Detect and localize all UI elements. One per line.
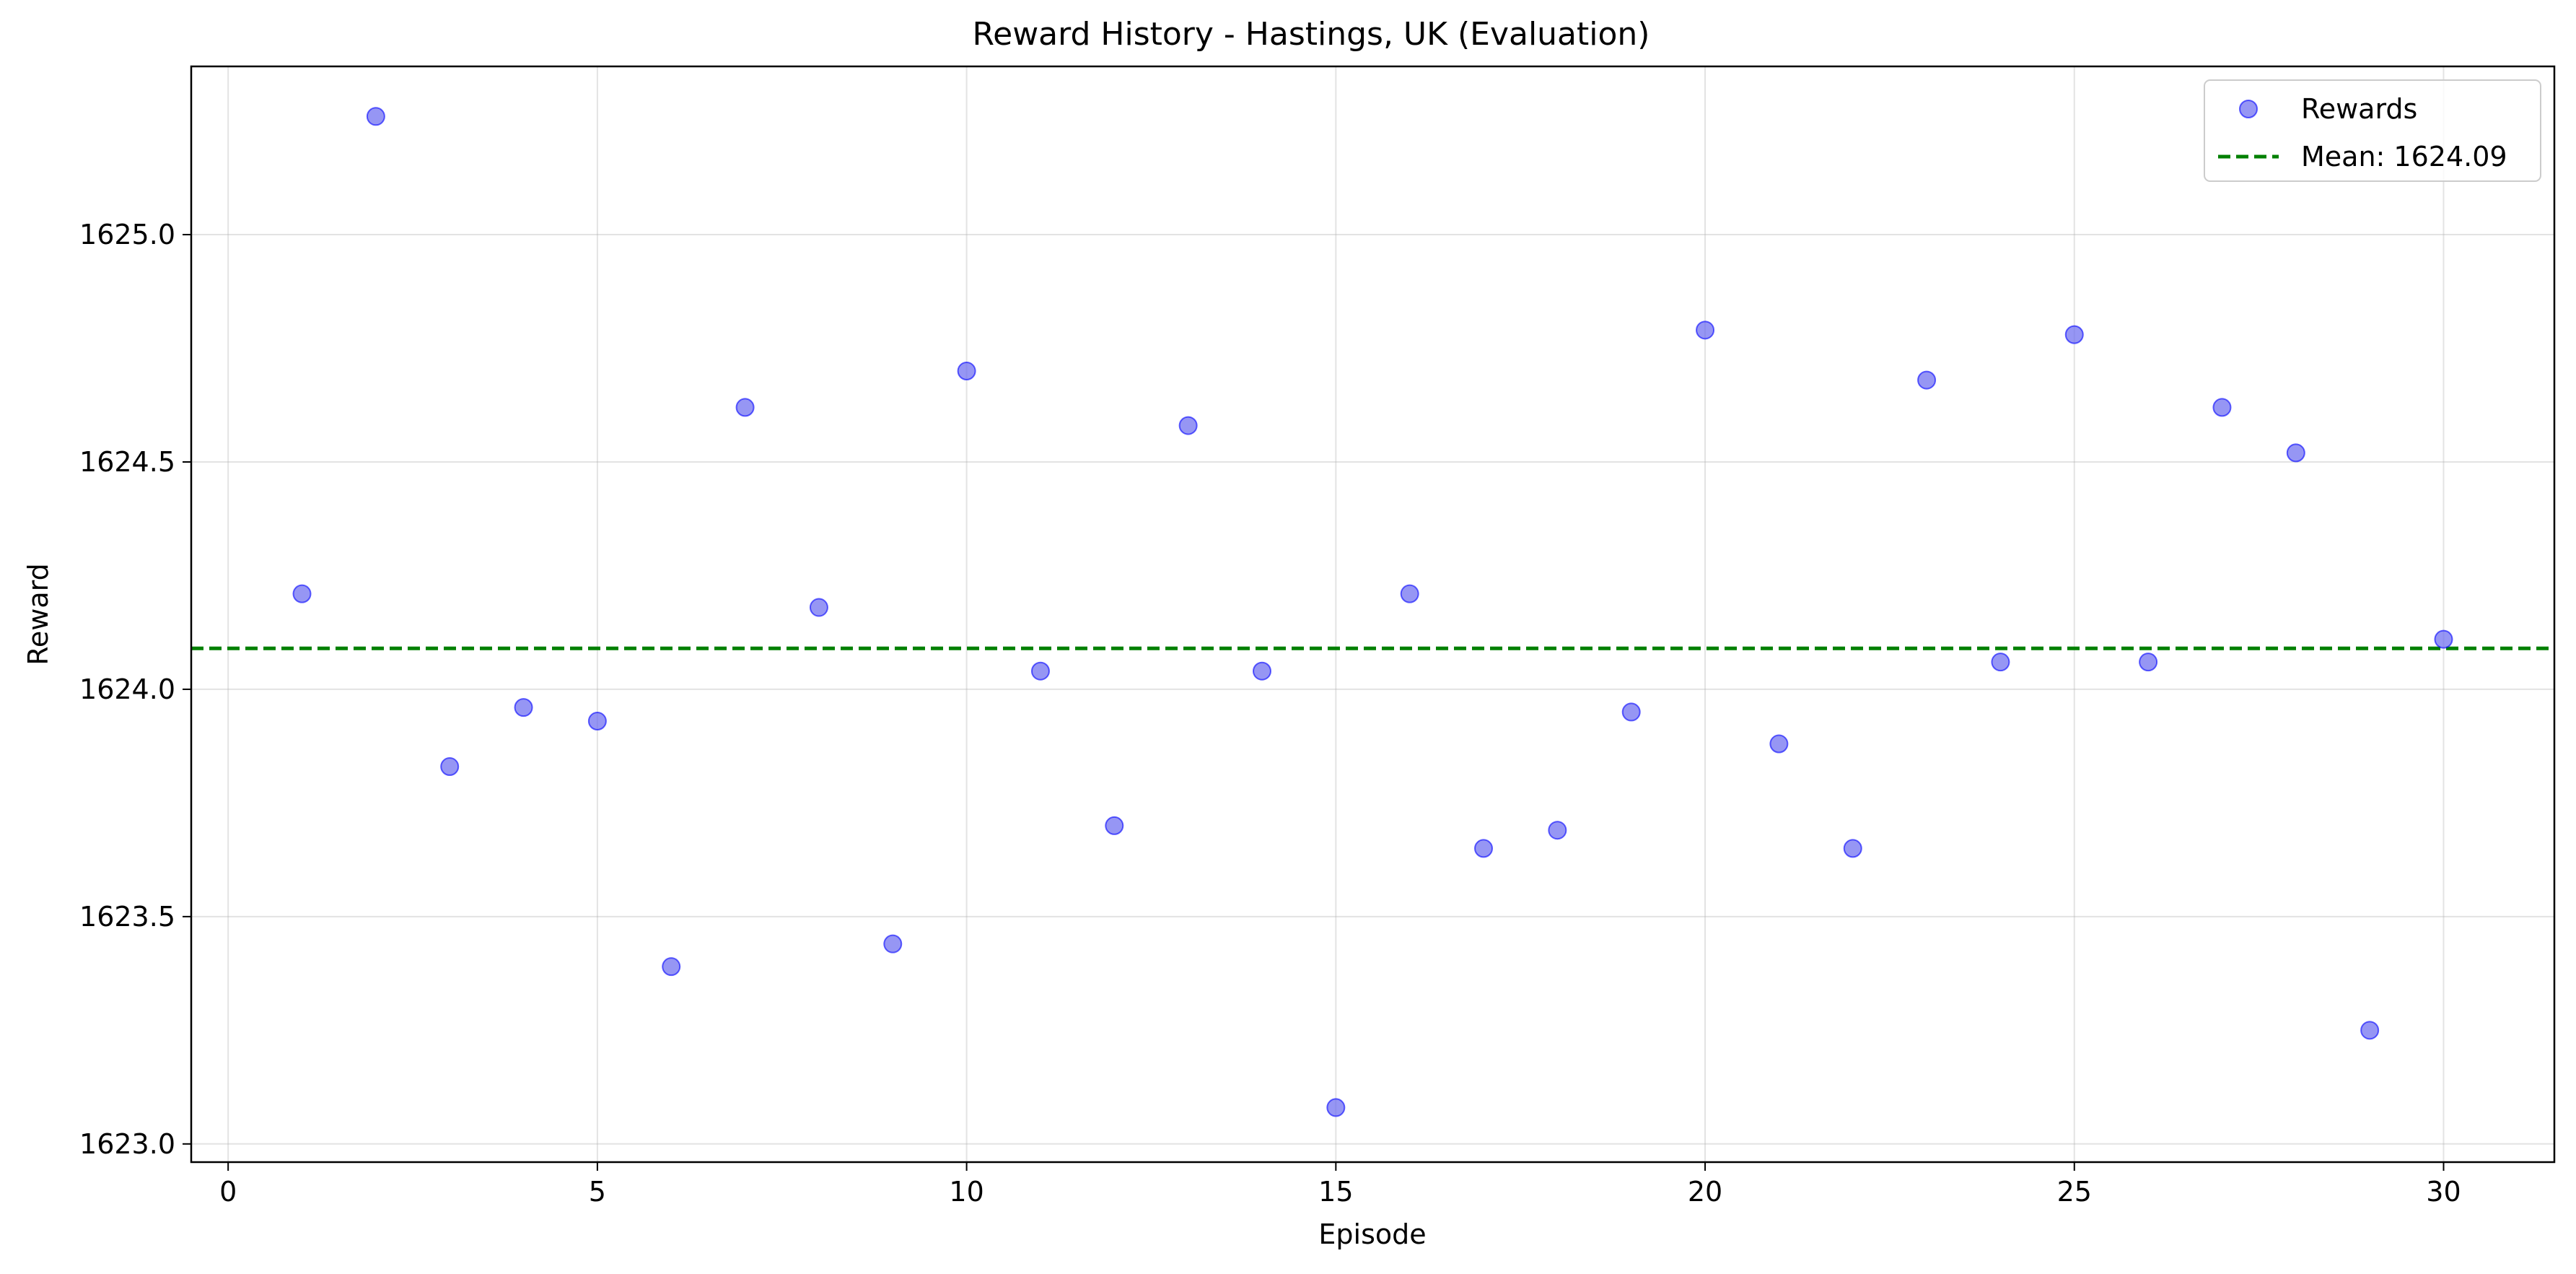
reward-point [2360,1021,2380,1040]
y-tick-label: 1625.0 [79,219,175,250]
legend-label-mean: Mean: 1624.09 [2301,141,2507,173]
reward-point [1105,816,1124,835]
x-tick-label: 5 [589,1176,606,1208]
reward-point [292,584,312,603]
reward-point [2064,325,2084,344]
legend-marker-rewards [2239,100,2258,118]
x-axis: 0 5 10 15 20 25 30 [219,1162,2461,1208]
y-tick-label: 1623.5 [79,901,175,933]
x-tick-label: 25 [2057,1176,2092,1208]
scatter-points [292,107,2453,1117]
reward-point [1621,702,1641,722]
reward-point [514,698,533,717]
reward-point [957,362,976,381]
reward-point [2434,629,2453,649]
reward-point [1548,821,1567,840]
reward-point [1326,1098,1346,1117]
plot-frame [190,65,2556,1164]
reward-point [1843,839,1862,858]
legend-box [2204,79,2541,182]
reward-point [1252,661,1271,681]
chart-title: Reward History - Hastings, UK (Evaluatio… [973,16,1650,53]
reward-point [1030,661,1050,681]
y-axis: 1623.0 1623.5 1624.0 1624.5 1625.0 [79,219,191,1160]
reward-point [2139,653,2158,672]
reward-point [662,957,681,977]
grid [191,66,2554,1162]
x-tick-label: 15 [1318,1176,1353,1208]
legend-label-rewards: Rewards [2301,93,2417,125]
x-tick-label: 30 [2426,1176,2461,1208]
reward-point [587,712,607,731]
reward-point [2286,443,2305,463]
x-tick-label: 10 [949,1176,983,1208]
reward-point [1474,839,1494,858]
reward-point [1400,584,1419,603]
reward-point [1696,320,1715,340]
reward-point [1917,370,1937,390]
x-tick-label: 20 [1688,1176,1722,1208]
y-axis-label: Reward [22,563,54,666]
reward-point [809,598,828,617]
reward-point [2212,398,2232,417]
reward-point [440,757,460,777]
legend: Rewards Mean: 1624.09 [2204,79,2541,182]
reward-point [1178,416,1198,435]
reward-point [883,934,903,954]
reward-point [1769,734,1789,754]
x-tick-label: 0 [219,1176,237,1208]
reward-point [1991,653,2010,672]
reward-point [366,107,385,126]
y-tick-label: 1624.0 [79,673,175,705]
reward-point [735,398,755,417]
x-axis-label: Episode [1318,1218,1426,1250]
y-tick-label: 1623.0 [79,1128,175,1160]
y-tick-label: 1624.5 [79,446,175,478]
